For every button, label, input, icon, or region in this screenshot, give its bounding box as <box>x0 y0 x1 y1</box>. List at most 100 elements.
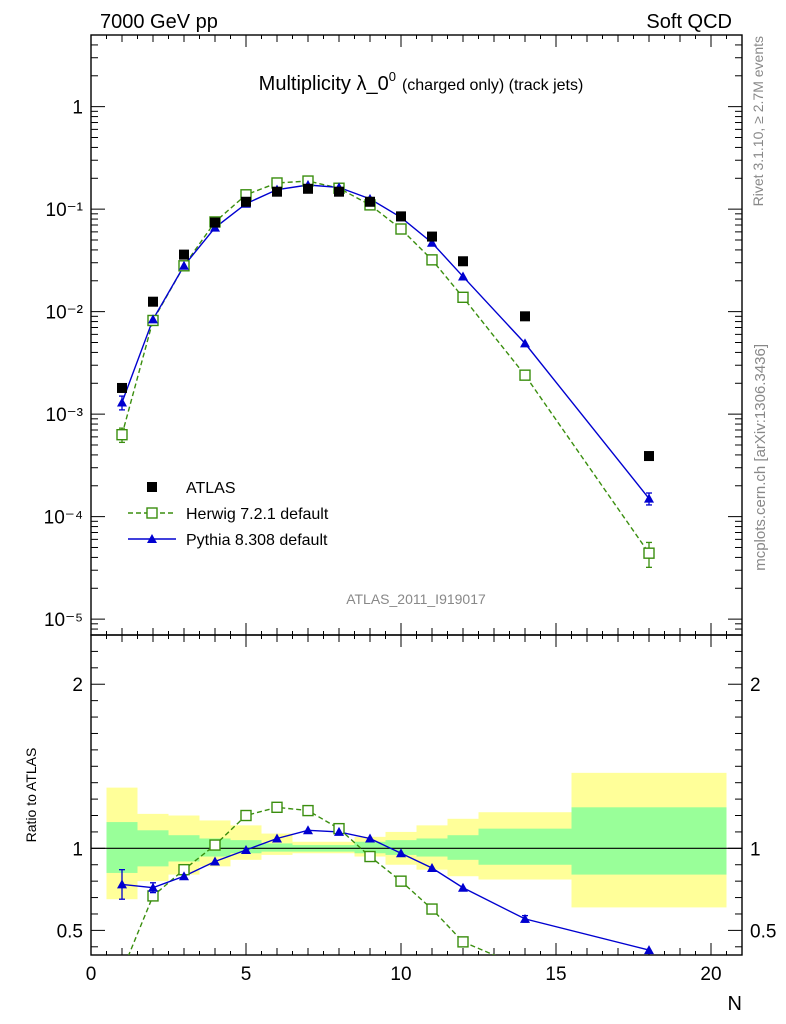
herwig-line <box>121 180 650 554</box>
ratio-tick-label-right-0: 0.5 <box>750 921 776 942</box>
atlas-point-5 <box>272 186 282 197</box>
x-tick-label-0: 0 <box>86 964 97 985</box>
chart-title-sup: 0 <box>389 69 396 84</box>
y-tick-label-5: 1 <box>72 98 83 119</box>
ratio-tick-label-left-0: 0.5 <box>57 921 83 942</box>
pythia-line <box>121 184 650 500</box>
herwig-point-0 <box>116 428 128 441</box>
pythia-ratio-point-4 <box>241 844 251 854</box>
atlas-point-2 <box>179 249 189 260</box>
band-inner-11 <box>447 835 479 860</box>
pythia-point-13 <box>644 493 654 503</box>
herwig-point-9 <box>395 223 407 235</box>
mcplots-label: mcplots.cern.ch [arXiv:1306.3436] <box>752 344 769 571</box>
atlas-point-13 <box>644 451 654 462</box>
ratio-bands <box>106 772 727 908</box>
y-tick-label-3: 10⁻² <box>46 303 84 324</box>
herwig-ratio-point-3 <box>209 839 221 851</box>
x-tick-label-1: 5 <box>241 964 252 985</box>
band-inner-13 <box>571 807 727 875</box>
pythia-ratio-point-2 <box>179 871 189 881</box>
ratio-tick-label-right-2: 2 <box>750 675 761 696</box>
atlas-point-10 <box>427 231 437 242</box>
atlas-point-12 <box>520 311 530 322</box>
y-tick-label-1: 10⁻⁴ <box>44 508 83 529</box>
ratio-tick-label-left-1: 1 <box>72 839 83 860</box>
pythia-ratio-point-11 <box>458 882 468 892</box>
pythia-point-0 <box>117 397 127 407</box>
y-tick-label-0: 10⁻⁵ <box>44 610 83 631</box>
pythia-point-10 <box>427 237 437 247</box>
x-tick-label-4: 20 <box>700 964 721 985</box>
header-right: Soft QCD <box>646 11 732 33</box>
pythia-ratio-point-0 <box>117 879 127 889</box>
pythia-ratio-point-6 <box>303 825 313 835</box>
pythia-ratio-point-9 <box>396 848 406 858</box>
rivet-label: Rivet 3.1.10, ≥ 2.7M events <box>750 36 766 206</box>
atlas-point-6 <box>303 183 313 194</box>
chart-title: Multiplicity λ_00 (charged only) (track j… <box>259 69 584 95</box>
atlas-point-4 <box>241 196 251 207</box>
atlas-point-3 <box>210 217 220 228</box>
pythia-ratio-point-8 <box>365 833 375 843</box>
main-series <box>116 175 655 568</box>
herwig-point-12 <box>519 369 531 381</box>
ratio-series <box>117 801 654 955</box>
herwig-ratio-point-8 <box>364 850 376 863</box>
ratio-y-ticks: 0.5 0.5 1 1 2 2 <box>57 650 776 948</box>
pythia-ratio-point-12 <box>520 913 530 923</box>
pythia-ratio-point-5 <box>272 833 282 843</box>
main-plot: 10⁻⁵ 10⁻⁴ 10⁻³ 10⁻² 10⁻¹ 1 <box>44 34 743 636</box>
pythia-point-12 <box>520 338 530 348</box>
herwig-point-13 <box>643 547 655 559</box>
pythia-ratio-point-1 <box>148 882 158 892</box>
pythia-ratio-point-7 <box>334 826 344 836</box>
ratio-tick-label-right-1: 1 <box>750 839 761 860</box>
legend-herwig-marker <box>146 507 158 519</box>
herwig-ratio-point-11 <box>457 936 469 948</box>
legend-pythia-marker <box>147 534 157 543</box>
band-inner-8 <box>354 841 386 854</box>
legend-atlas-marker <box>147 482 157 492</box>
y-tick-label-4: 10⁻¹ <box>46 200 84 221</box>
pythia-point-1 <box>148 314 158 324</box>
pythia-ratio-point-10 <box>427 863 437 873</box>
x-ticks: 0 5 10 15 20 <box>86 35 743 985</box>
atlas-point-1 <box>148 296 158 307</box>
y-tick-label-2: 10⁻³ <box>46 405 84 426</box>
atlas-point-8 <box>365 196 375 207</box>
legend-label-2: Pythia 8.308 default <box>186 532 328 549</box>
pythia-ratio-point-3 <box>210 856 220 866</box>
band-inner-10 <box>416 838 448 857</box>
band-inner-9 <box>385 840 417 855</box>
herwig-ratio-point-10 <box>426 903 438 915</box>
atlas-point-0 <box>117 382 127 393</box>
herwig-point-11 <box>457 291 469 303</box>
band-inner-5 <box>261 843 293 852</box>
herwig-ratio-point-6 <box>302 804 314 817</box>
atlas-point-11 <box>458 256 468 267</box>
ratio-tick-label-left-2: 2 <box>72 675 83 696</box>
chart-title-suffix: (charged only) (track jets) <box>402 77 583 94</box>
y-ticks: 10⁻⁵ 10⁻⁴ 10⁻³ 10⁻² 10⁻¹ 1 <box>44 34 742 636</box>
pythia-ratio-point-13 <box>644 945 654 955</box>
pythia-point-11 <box>458 271 468 281</box>
legend-label-0: ATLAS <box>186 480 236 497</box>
herwig-ratio-point-5 <box>271 801 283 814</box>
atlas-point-7 <box>334 186 344 197</box>
ratio-plot: 0 5 10 15 200.5 0.51 12 2 <box>57 35 776 985</box>
herwig-ratio-point-9 <box>395 875 407 887</box>
legend: ATLAS Herwig 7.2.1 default Pythia 8.308 de… <box>128 480 329 549</box>
herwig-ratio-point-4 <box>240 809 252 822</box>
band-inner-12 <box>478 828 572 865</box>
chart-title-main: Multiplicity λ_0 <box>259 73 389 95</box>
x-tick-label-2: 10 <box>390 964 411 985</box>
herwig-point-10 <box>426 254 438 266</box>
x-axis-label: N <box>728 993 742 1015</box>
band-inner-0 <box>106 822 138 873</box>
pythia-point-2 <box>179 260 189 270</box>
atlas-point-9 <box>396 211 406 222</box>
legend-label-1: Herwig 7.2.1 default <box>186 506 329 523</box>
x-tick-label-3: 15 <box>545 964 566 985</box>
